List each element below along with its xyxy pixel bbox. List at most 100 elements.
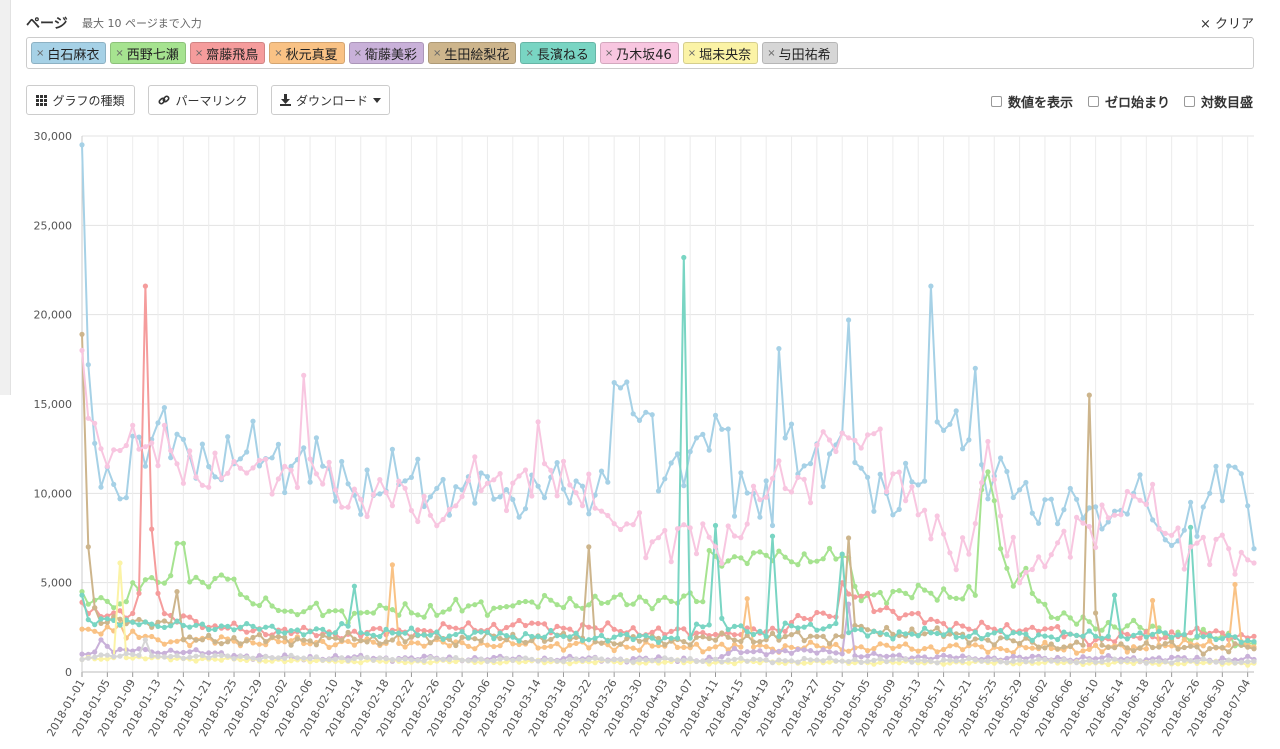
data-point[interactable] <box>313 471 319 477</box>
data-point[interactable] <box>725 626 731 633</box>
data-point[interactable] <box>928 616 934 622</box>
data-point[interactable] <box>801 476 807 482</box>
data-point[interactable] <box>364 639 370 645</box>
data-point[interactable] <box>168 653 174 660</box>
data-point[interactable] <box>1137 472 1143 478</box>
data-point[interactable] <box>1232 571 1238 577</box>
remove-tag-icon[interactable]: × <box>274 47 283 59</box>
data-point[interactable] <box>510 657 516 664</box>
data-point[interactable] <box>712 631 719 638</box>
data-point[interactable] <box>871 592 877 598</box>
data-point[interactable] <box>884 624 890 631</box>
data-point[interactable] <box>130 433 136 439</box>
data-point[interactable] <box>465 478 471 484</box>
data-point[interactable] <box>453 642 459 649</box>
data-point[interactable] <box>560 458 567 464</box>
data-point[interactable] <box>649 643 655 649</box>
data-point[interactable] <box>263 456 269 462</box>
data-point[interactable] <box>199 579 205 585</box>
data-point[interactable] <box>123 442 129 449</box>
data-point[interactable] <box>731 623 738 629</box>
data-point[interactable] <box>472 602 478 608</box>
data-point[interactable] <box>193 574 199 580</box>
data-point[interactable] <box>421 632 427 638</box>
data-point[interactable] <box>852 622 858 629</box>
data-point[interactable] <box>313 626 319 632</box>
data-point[interactable] <box>174 589 180 595</box>
data-point[interactable] <box>275 441 281 447</box>
data-point[interactable] <box>491 636 497 642</box>
data-point[interactable] <box>408 507 414 514</box>
data-point[interactable] <box>1238 639 1244 645</box>
data-point[interactable] <box>1029 658 1035 664</box>
data-point[interactable] <box>1105 515 1111 521</box>
data-point[interactable] <box>1074 639 1080 645</box>
data-point[interactable] <box>693 634 700 640</box>
data-point[interactable] <box>985 469 991 475</box>
data-point[interactable] <box>1048 658 1054 664</box>
data-point[interactable] <box>1169 654 1175 661</box>
data-point[interactable] <box>985 658 991 664</box>
data-point[interactable] <box>1112 656 1118 662</box>
data-point[interactable] <box>858 659 864 666</box>
data-point[interactable] <box>1055 521 1061 527</box>
data-point[interactable] <box>408 634 414 640</box>
remove-tag-icon[interactable]: × <box>194 47 204 59</box>
data-point[interactable] <box>256 653 262 659</box>
data-point[interactable] <box>567 500 573 506</box>
data-point[interactable] <box>934 625 940 631</box>
data-point[interactable] <box>960 535 966 541</box>
data-point[interactable] <box>738 638 744 645</box>
data-point[interactable] <box>383 656 389 662</box>
data-point[interactable] <box>142 656 148 662</box>
data-point[interactable] <box>1055 646 1061 652</box>
data-point[interactable] <box>92 605 98 611</box>
data-point[interactable] <box>263 654 269 660</box>
data-point[interactable] <box>1086 646 1092 653</box>
data-point[interactable] <box>453 658 459 665</box>
data-point[interactable] <box>655 639 662 646</box>
data-point[interactable] <box>776 637 782 643</box>
data-point[interactable] <box>136 616 142 623</box>
data-point[interactable] <box>1105 653 1111 659</box>
data-point[interactable] <box>541 621 548 627</box>
data-point[interactable] <box>985 496 991 502</box>
data-point[interactable] <box>693 621 700 627</box>
data-point[interactable] <box>960 446 966 452</box>
data-point[interactable] <box>307 605 313 611</box>
data-point[interactable] <box>788 632 795 638</box>
data-point[interactable] <box>681 639 687 645</box>
data-point[interactable] <box>149 440 155 446</box>
data-point[interactable] <box>972 629 978 635</box>
data-point[interactable] <box>1036 656 1042 662</box>
data-point[interactable] <box>1055 636 1061 643</box>
data-point[interactable] <box>801 624 807 630</box>
data-point[interactable] <box>598 656 605 662</box>
data-point[interactable] <box>548 597 554 603</box>
data-point[interactable] <box>484 658 490 665</box>
data-point[interactable] <box>865 648 871 654</box>
data-point[interactable] <box>998 546 1004 552</box>
data-point[interactable] <box>966 584 972 590</box>
data-point[interactable] <box>187 634 193 640</box>
data-point[interactable] <box>865 474 871 480</box>
data-point[interactable] <box>484 629 490 635</box>
data-point[interactable] <box>155 590 161 596</box>
data-point[interactable] <box>712 544 719 550</box>
data-point[interactable] <box>434 485 440 491</box>
data-point[interactable] <box>598 508 605 514</box>
data-point[interactable] <box>871 646 877 652</box>
data-point[interactable] <box>187 579 193 585</box>
data-point[interactable] <box>427 632 433 638</box>
data-point[interactable] <box>1093 610 1099 616</box>
data-point[interactable] <box>1042 626 1048 632</box>
data-point[interactable] <box>1023 569 1029 575</box>
data-point[interactable] <box>801 638 807 644</box>
data-point[interactable] <box>497 660 503 666</box>
data-point[interactable] <box>877 630 883 636</box>
data-point[interactable] <box>250 601 256 607</box>
data-point[interactable] <box>497 656 503 662</box>
data-point[interactable] <box>446 643 452 649</box>
data-point[interactable] <box>693 630 700 636</box>
data-point[interactable] <box>301 624 307 630</box>
